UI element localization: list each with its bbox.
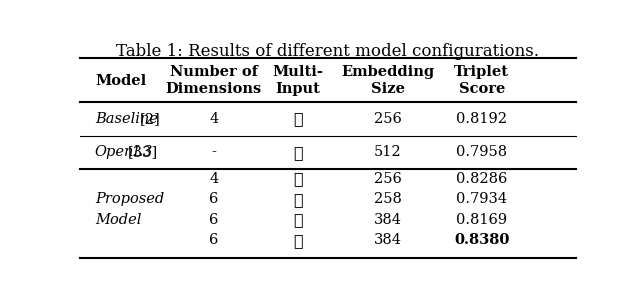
Text: 0.8192: 0.8192 bbox=[456, 112, 508, 126]
Text: Model: Model bbox=[95, 213, 141, 227]
Text: ✓: ✓ bbox=[293, 171, 303, 187]
Text: Baseline: Baseline bbox=[95, 112, 157, 126]
Text: -: - bbox=[211, 145, 216, 159]
Text: 4: 4 bbox=[209, 112, 218, 126]
Text: 258: 258 bbox=[374, 192, 401, 206]
Text: Proposed: Proposed bbox=[95, 192, 164, 206]
Text: 384: 384 bbox=[374, 213, 401, 227]
Text: Model: Model bbox=[95, 74, 146, 88]
Text: 6: 6 bbox=[209, 213, 219, 227]
Text: OpenL3: OpenL3 bbox=[95, 145, 153, 159]
Text: 384: 384 bbox=[374, 233, 401, 247]
Text: 6: 6 bbox=[209, 192, 219, 206]
Text: ✗: ✗ bbox=[293, 144, 303, 161]
Text: ✗: ✗ bbox=[293, 211, 303, 228]
Text: ✗: ✗ bbox=[293, 191, 303, 208]
Text: Embedding
Size: Embedding Size bbox=[341, 65, 434, 96]
Text: Table 1: Results of different model configurations.: Table 1: Results of different model conf… bbox=[116, 43, 540, 60]
Text: Multi-
Input: Multi- Input bbox=[273, 65, 324, 96]
Text: 256: 256 bbox=[374, 172, 401, 186]
Text: [2]: [2] bbox=[140, 112, 160, 126]
Text: ✓: ✓ bbox=[293, 232, 303, 249]
Text: 0.7934: 0.7934 bbox=[456, 192, 508, 206]
Text: ✗: ✗ bbox=[293, 111, 303, 127]
Text: 4: 4 bbox=[209, 172, 218, 186]
Text: 0.8380: 0.8380 bbox=[454, 233, 509, 247]
Text: Number of
Dimensions: Number of Dimensions bbox=[166, 65, 262, 96]
Text: [33]: [33] bbox=[128, 145, 159, 159]
Text: Triplet
Score: Triplet Score bbox=[454, 65, 509, 96]
Text: 512: 512 bbox=[374, 145, 401, 159]
Text: 256: 256 bbox=[374, 112, 401, 126]
Text: 0.8169: 0.8169 bbox=[456, 213, 508, 227]
Text: 6: 6 bbox=[209, 233, 219, 247]
Text: 0.8286: 0.8286 bbox=[456, 172, 508, 186]
Text: 0.7958: 0.7958 bbox=[456, 145, 508, 159]
